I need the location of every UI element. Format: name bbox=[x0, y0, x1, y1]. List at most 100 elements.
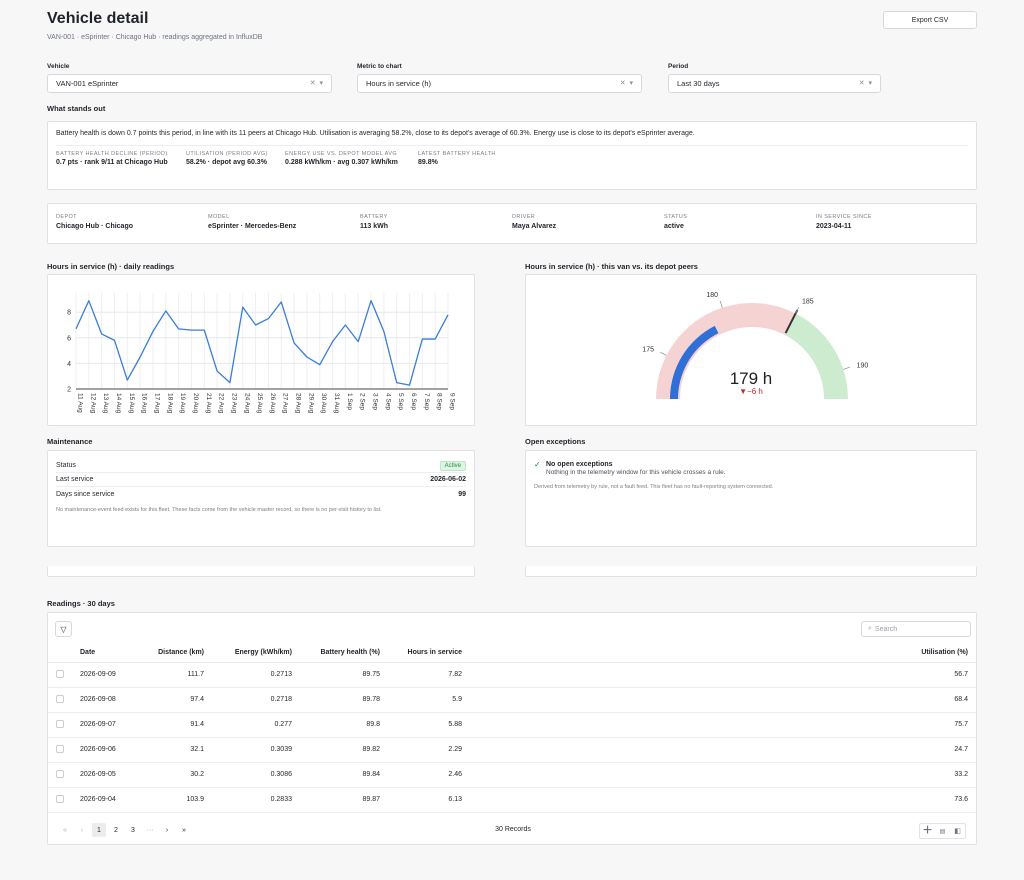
x-tick-label: 29 Aug bbox=[307, 393, 314, 414]
col-energy[interactable]: Energy (kWh/km) bbox=[212, 644, 300, 663]
vehicle-select[interactable]: VAN-001 eSprinter ✕ ▾ bbox=[47, 74, 332, 93]
cell-distance: 111.7 bbox=[132, 662, 212, 688]
info-driver: Driver Maya Alvarez bbox=[512, 214, 557, 230]
next-page-icon[interactable]: › bbox=[165, 826, 169, 834]
cell-utilisation: 75.7 bbox=[470, 712, 976, 738]
empty-panel bbox=[47, 566, 475, 577]
col-distance[interactable]: Distance (km) bbox=[132, 644, 212, 663]
cell-energy: 0.2713 bbox=[212, 662, 300, 688]
filter-icon[interactable]: ▽ bbox=[55, 621, 72, 637]
page-button-3[interactable]: 3 bbox=[131, 826, 135, 834]
search-input[interactable]: ⌕ Search bbox=[861, 621, 971, 637]
page-button-2[interactable]: 2 bbox=[114, 826, 118, 834]
vehicle-label: Vehicle bbox=[47, 63, 70, 70]
add-icon[interactable]: + bbox=[922, 822, 933, 839]
page-ellipsis[interactable]: ··· bbox=[146, 826, 154, 834]
empty-panel bbox=[525, 566, 977, 577]
row-select-cell bbox=[48, 662, 72, 688]
cell-energy: 0.3086 bbox=[212, 762, 300, 788]
gauge-title: Hours in service (h) · this van vs. its … bbox=[525, 262, 698, 271]
x-tick-label: 20 Aug bbox=[192, 393, 199, 414]
peer-average-marker bbox=[784, 309, 799, 334]
gauge-value: 179 h bbox=[729, 369, 773, 388]
x-tick-label: 4 Sep bbox=[384, 393, 391, 410]
gauge-tick bbox=[719, 300, 723, 308]
table-row[interactable]: 2026-09-08 97.4 0.2718 89.78 5.9 68.4 bbox=[48, 687, 976, 713]
select-column bbox=[48, 644, 72, 663]
x-tick-label: 2 Sep bbox=[359, 393, 366, 410]
cell-hours: 6.13 bbox=[388, 787, 470, 813]
status-badge: Active bbox=[439, 460, 466, 471]
cell-battery-health: 89.87 bbox=[300, 787, 388, 813]
x-tick-label: 1 Sep bbox=[346, 393, 353, 410]
gauge-band-above-peers bbox=[784, 313, 848, 399]
clear-and-chevron-icon[interactable]: ✕ ▾ bbox=[858, 80, 872, 87]
x-tick-label: 17 Aug bbox=[153, 393, 160, 414]
row-select-cell bbox=[48, 762, 72, 788]
cell-date: 2026-09-06 bbox=[72, 737, 132, 763]
row-checkbox[interactable] bbox=[56, 669, 64, 678]
cell-battery-health: 89.82 bbox=[300, 737, 388, 763]
clear-and-chevron-icon[interactable]: ✕ ▾ bbox=[309, 80, 323, 87]
row-checkbox[interactable] bbox=[56, 794, 64, 803]
cell-distance: 97.4 bbox=[132, 687, 212, 713]
prev-page-icon[interactable]: ‹ bbox=[80, 826, 84, 834]
page-button-1[interactable]: 1 bbox=[92, 823, 106, 837]
table-header-row: Date Distance (km) Energy (kWh/km) Batte… bbox=[48, 644, 976, 663]
gauge-tick-label: 180 bbox=[706, 292, 718, 299]
gauge-tick bbox=[843, 366, 851, 370]
table-toolbar: + ▤ ◧ bbox=[919, 822, 966, 839]
first-page-icon[interactable]: « bbox=[63, 826, 67, 834]
export-file-icon[interactable]: ▤ bbox=[939, 828, 946, 835]
col-utilisation[interactable]: Utilisation (%) bbox=[470, 644, 976, 663]
exceptions-note: Derived from telemetry by rule, not a fa… bbox=[534, 484, 774, 490]
x-tick-label: 23 Aug bbox=[230, 393, 237, 414]
cell-hours: 2.46 bbox=[388, 762, 470, 788]
table-row[interactable]: 2026-09-04 103.9 0.2833 89.87 6.13 73.6 bbox=[48, 787, 976, 813]
check-icon: ✓ bbox=[534, 460, 541, 469]
row-checkbox[interactable] bbox=[56, 694, 64, 703]
metric-select[interactable]: Hours in service (h) ✕ ▾ bbox=[357, 74, 642, 93]
search-icon: ⌕ bbox=[868, 625, 872, 632]
x-tick-label: 3 Sep bbox=[372, 393, 379, 410]
columns-panel-icon[interactable]: ◧ bbox=[954, 828, 961, 835]
pagination: « ‹ 1 2 3 ··· › » bbox=[58, 823, 194, 837]
cell-date: 2026-09-08 bbox=[72, 687, 132, 713]
maintenance-card: Status Active Last service 2026-06-02 Da… bbox=[47, 450, 475, 547]
row-checkbox[interactable] bbox=[56, 769, 64, 778]
period-select-value: Last 30 days bbox=[677, 79, 720, 88]
cell-date: 2026-09-04 bbox=[72, 787, 132, 813]
gauge-band-below-peers bbox=[656, 302, 796, 399]
exceptions-headline: No open exceptions bbox=[546, 461, 613, 468]
exceptions-card: ✓ No open exceptions Nothing in the tele… bbox=[525, 450, 977, 547]
x-tick-label: 30 Aug bbox=[320, 393, 327, 414]
col-hours[interactable]: Hours in service bbox=[388, 644, 470, 663]
row-checkbox[interactable] bbox=[56, 719, 64, 728]
export-csv-button[interactable]: Export CSV bbox=[883, 11, 977, 29]
line-chart: 2 4 6 8 11 Aug 12 Aug 13 Aug 14 Aug 15 Aug 16 Aug… bbox=[67, 293, 456, 414]
x-tick-label: 5 Sep bbox=[397, 393, 404, 410]
row-checkbox[interactable] bbox=[56, 744, 64, 753]
search-placeholder: Search bbox=[874, 625, 898, 633]
kpi-utilisation: Utilisation (period avg) 58.2% · depot a… bbox=[186, 151, 268, 166]
divider bbox=[56, 145, 968, 146]
readings-table-wrap: Date Distance (km) Energy (kWh/km) Batte… bbox=[48, 644, 976, 813]
last-page-icon[interactable]: » bbox=[182, 826, 186, 834]
readings-table: Date Distance (km) Energy (kWh/km) Batte… bbox=[48, 644, 976, 813]
x-tick-label: 28 Aug bbox=[295, 393, 302, 414]
metric-label: Metric to chart bbox=[357, 63, 402, 70]
table-row[interactable]: 2026-09-05 30.2 0.3086 89.84 2.46 33.2 bbox=[48, 762, 976, 788]
clear-and-chevron-icon[interactable]: ✕ ▾ bbox=[619, 80, 633, 87]
table-row[interactable]: 2026-09-06 32.1 0.3039 89.82 2.29 24.7 bbox=[48, 737, 976, 763]
table-row[interactable]: 2026-09-09 111.7 0.2713 89.75 7.82 56.7 bbox=[48, 662, 976, 688]
x-tick-label: 9 Sep bbox=[449, 393, 456, 410]
period-select[interactable]: Last 30 days ✕ ▾ bbox=[668, 74, 881, 93]
series-line bbox=[75, 300, 449, 386]
col-battery-health[interactable]: Battery health (%) bbox=[300, 644, 388, 663]
gauge-tick bbox=[660, 351, 667, 356]
gauge-tick-label: 175 bbox=[642, 347, 654, 354]
x-tick-label: 15 Aug bbox=[128, 393, 135, 414]
col-date[interactable]: Date bbox=[72, 644, 132, 663]
cell-energy: 0.3039 bbox=[212, 737, 300, 763]
table-row[interactable]: 2026-09-07 91.4 0.277 89.8 5.88 75.7 bbox=[48, 712, 976, 738]
